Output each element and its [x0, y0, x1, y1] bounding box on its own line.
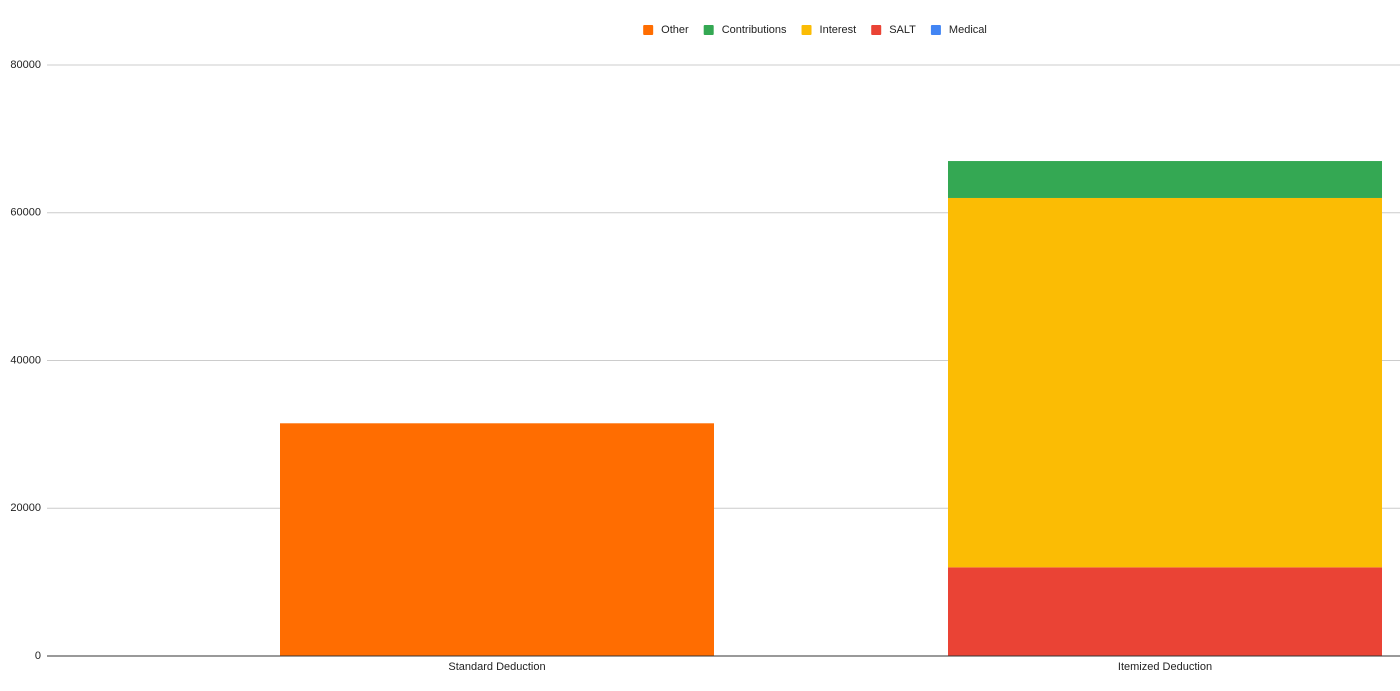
y-tick-label: 20000 [10, 502, 41, 514]
bar-segment [948, 197, 1382, 568]
y-tick-label: 0 [35, 650, 41, 662]
y-tick-label: 40000 [10, 354, 41, 366]
bar-segment [280, 423, 714, 656]
legend-swatch [801, 25, 812, 35]
y-tick-label: 60000 [10, 207, 41, 219]
x-tick-label: Itemized Deduction [1118, 661, 1212, 673]
legend-swatch [643, 25, 654, 35]
legend-label: Other [661, 24, 689, 36]
legend-label: Contributions [722, 24, 787, 36]
x-tick-label: Standard Deduction [448, 661, 545, 673]
legend-swatch [930, 25, 941, 35]
legend-label: Medical [949, 24, 987, 36]
legend-label: Interest [820, 24, 857, 36]
legend: Other Contributions Interest SALT Medical [643, 24, 987, 36]
bar-segment [948, 567, 1382, 656]
legend-label: SALT [889, 24, 916, 36]
bar-segment [948, 161, 1382, 198]
y-tick-label: 80000 [10, 59, 41, 71]
legend-swatch [871, 25, 882, 35]
legend-swatch [703, 25, 714, 35]
